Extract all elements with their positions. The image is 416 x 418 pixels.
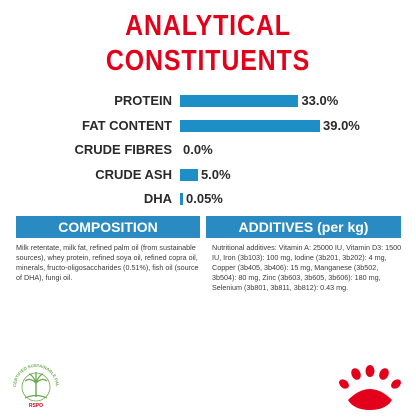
chart-category-label: DHA bbox=[143, 191, 172, 206]
chart-row: FAT CONTENT 39.0% bbox=[0, 115, 416, 137]
chart-category-label: PROTEIN bbox=[114, 93, 172, 108]
chart-bar bbox=[180, 119, 320, 132]
chart-row: PROTEIN 33.0% bbox=[0, 90, 416, 112]
svg-text:CERTIFIED SUSTAINABLE PALM OIL: CERTIFIED SUSTAINABLE PALM OIL bbox=[8, 357, 60, 387]
chart-bar bbox=[180, 168, 198, 181]
chart-row: CRUDE FIBRES 0.0% bbox=[0, 139, 416, 161]
brand-crown-logo bbox=[334, 362, 406, 412]
chart-value-label: 33.0% bbox=[301, 93, 339, 108]
chart-bar bbox=[180, 95, 299, 107]
additives-text: Nutritional additives: Vitamin A: 25000 … bbox=[212, 243, 402, 292]
chart-value-label: 5.0% bbox=[200, 166, 231, 182]
chart-row: CRUDE ASH 5.0% bbox=[0, 164, 416, 186]
chart-row: DHA 0.05% bbox=[0, 188, 416, 210]
chart-value-label: 0.05% bbox=[186, 191, 223, 206]
chart-bar bbox=[180, 193, 183, 205]
chart-category-label: CRUDE ASH bbox=[95, 166, 172, 182]
chart-category-label: FAT CONTENT bbox=[81, 117, 172, 133]
chart-value-label: 39.0% bbox=[323, 117, 360, 133]
chart-category-label: CRUDE FIBRES bbox=[74, 142, 172, 157]
composition-text: Milk retentate, milk fat, refined palm o… bbox=[16, 243, 199, 282]
rspo-arc-text: CERTIFIED SUSTAINABLE PALM OIL bbox=[6, 353, 60, 387]
chart-value-label: 0.0% bbox=[183, 142, 213, 157]
additives-heading: ADDITIVES (per kg) bbox=[206, 216, 401, 238]
title-line-2: CONSTITUENTS bbox=[105, 45, 311, 77]
rspo-logo: CERTIFIED SUSTAINABLE PALM OIL RSPO bbox=[6, 353, 64, 413]
title-line-1: ANALYTICAL bbox=[125, 10, 291, 42]
composition-heading: COMPOSITION bbox=[16, 216, 200, 238]
rspo-mark: RSPO bbox=[29, 403, 43, 409]
